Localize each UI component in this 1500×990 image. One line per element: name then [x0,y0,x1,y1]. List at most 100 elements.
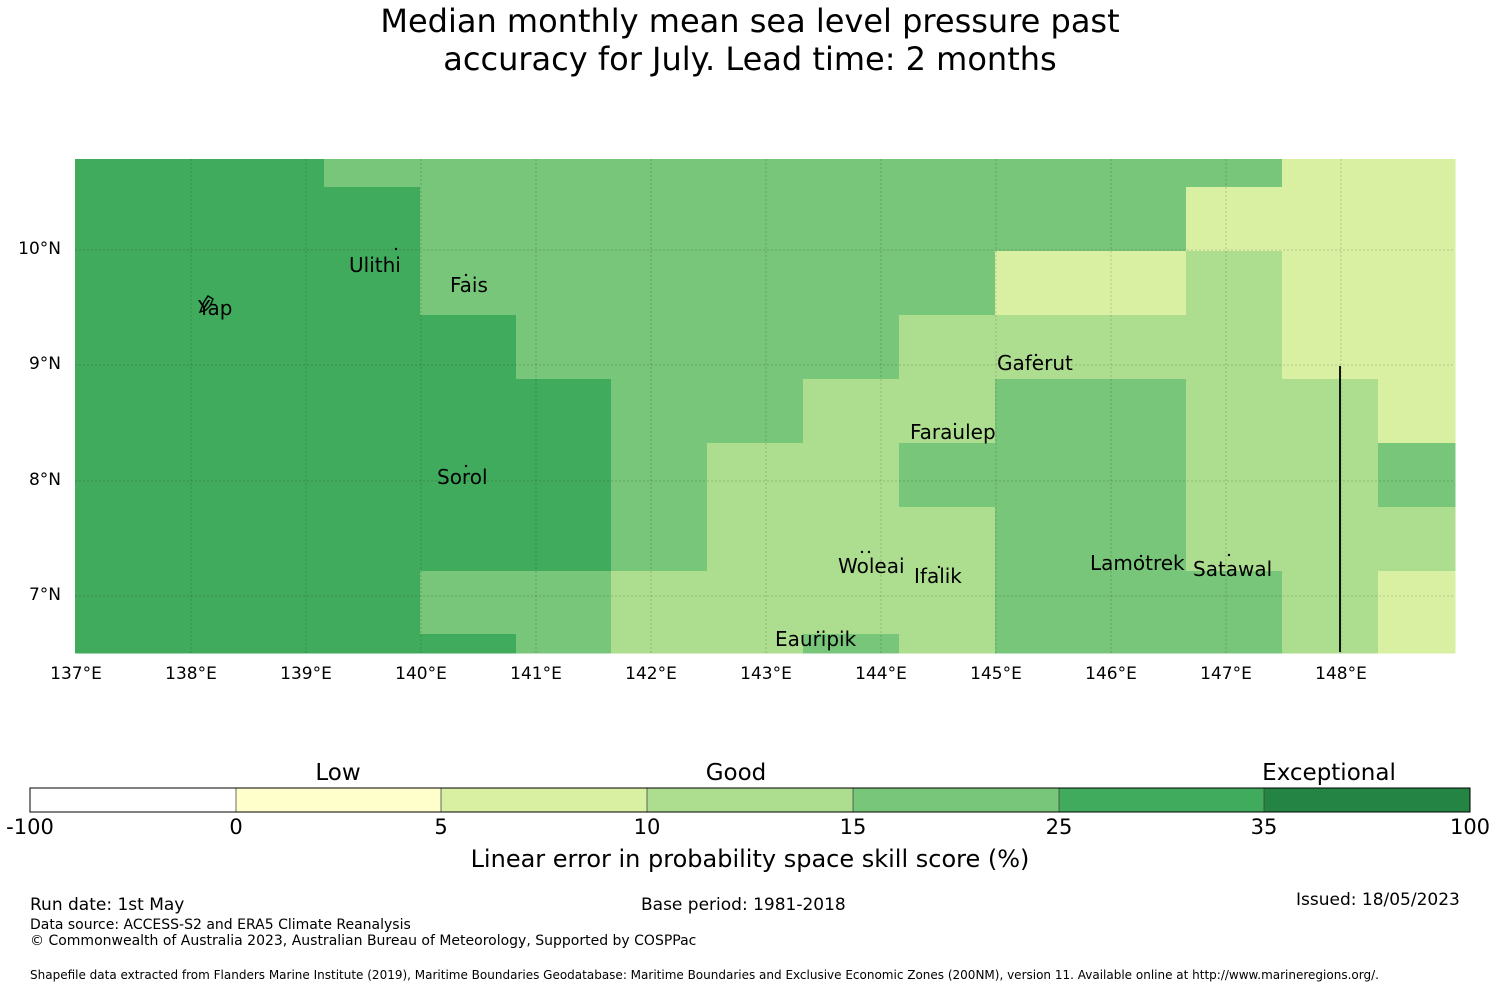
skill-cell [611,315,708,380]
skill-cell [420,159,517,188]
skill-cell [803,443,900,508]
skill-cell [324,315,421,380]
lon-label-137e: 137°E [50,664,102,684]
skill-cell [1091,634,1187,654]
colorbar-segment [647,788,853,812]
skill-cell [516,571,612,635]
colorbar-segment [853,788,1059,812]
shapefile-credit: Shapefile data extracted from Flanders M… [30,968,1379,982]
place-label-fais: Fais [450,273,488,297]
skill-cell [324,571,421,635]
skill-cell [1378,634,1456,654]
skill-cell [707,443,804,508]
colorbar [29,787,1471,813]
skill-cell [995,634,1092,654]
place-label-lamotrek: Lamotrek [1090,551,1185,575]
skill-cell [1186,507,1283,572]
lon-label-141e: 141°E [510,664,562,684]
place-label-eauripik: Eauripik [775,627,857,651]
place-label-ulithi: Ulithi [349,253,401,277]
skill-cell [611,251,708,316]
skill-cell [75,159,325,188]
skill-cell [324,187,421,252]
island-dot [464,464,468,468]
skill-cell [1186,159,1283,188]
skill-cell [1186,187,1283,252]
skill-cell [707,507,804,572]
skill-cell [516,443,612,508]
skill-cell [324,507,421,572]
place-label-woleai: Woleai [838,554,905,578]
skill-cell [1282,251,1379,316]
skill-cell [803,251,900,316]
skill-cell [707,634,804,654]
colorbar-tick: 15 [839,815,867,839]
lon-label-146e: 146°E [1085,664,1137,684]
place-label-ifalik: Ifalik [914,564,962,588]
colorbar-category-low: Low [315,760,361,786]
colorbar-segment [30,788,236,812]
skill-cell [1282,634,1379,654]
skill-cell [516,315,612,380]
skill-cell [1091,571,1187,635]
skill-cell [1186,315,1283,380]
colorbar-tick: 25 [1045,815,1073,839]
graticule [75,159,1455,653]
lat-label-7n: 7°N [28,585,61,605]
skill-cell [1378,443,1456,508]
lat-label-8n: 8°N [28,470,61,490]
skill-cell [75,634,325,654]
lon-label-148e: 148°E [1315,664,1367,684]
skill-cell [899,634,996,654]
skill-cell [75,251,325,316]
skill-cell [1378,187,1456,252]
skill-cell [75,571,325,635]
skill-cell [611,159,708,188]
place-label-satawal: Satawal [1193,557,1273,581]
skill-cell [899,507,996,572]
skill-cell [324,634,421,654]
lon-label-140e: 140°E [395,664,447,684]
colorbar-segment [236,788,441,812]
skill-cell [1091,187,1187,252]
skill-cell [324,159,421,188]
skill-cell [1378,379,1456,444]
skill-cell [995,251,1092,316]
skill-cell [899,315,996,380]
copyright-notice: © Commonwealth of Australia 2023, Austra… [30,933,697,949]
colorbar-category-exceptional: Exceptional [1262,760,1396,786]
skill-cell [1282,507,1379,572]
lat-label-9n: 9°N [28,354,61,374]
skill-cell [75,187,325,252]
skill-cell [995,571,1092,635]
colorbar-category-good: Good [705,760,767,786]
skill-cell [516,251,612,316]
skill-cell [995,315,1092,380]
skill-cell [803,379,900,444]
colorbar-frame [29,787,1471,813]
skill-cell [1091,379,1187,444]
island-dot [394,247,398,251]
skill-cell [803,507,900,572]
skill-cell [803,315,900,380]
title-line-2: accuracy for July. Lead time: 2 months [443,40,1057,78]
base-period: Base period: 1981-2018 [641,895,846,915]
skill-cell [1378,571,1456,635]
skill-cell [995,507,1092,572]
skill-cell [707,159,804,188]
lon-label-145e: 145°E [970,664,1022,684]
skill-cell [1091,507,1187,572]
yap-island-outline [198,295,214,314]
run-date: Run date: 1st May [30,895,185,915]
island-dot [1227,553,1231,557]
skill-cell [899,251,996,316]
skill-cell [1186,379,1283,444]
lon-label-142e: 142°E [625,664,677,684]
skill-cell [1091,251,1187,316]
colorbar-tick: 10 [633,815,661,839]
skill-cell [611,634,708,654]
skill-cell [75,379,325,444]
skill-cell [516,379,612,444]
skill-cell [611,187,708,252]
skill-cell [611,379,708,444]
